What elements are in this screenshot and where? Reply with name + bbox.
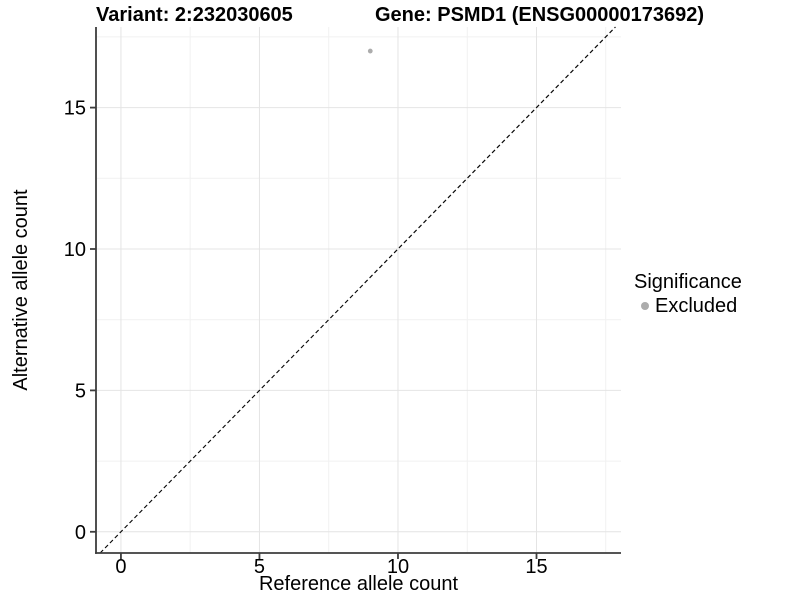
excluded-marker-icon (641, 302, 649, 310)
svg-text:15: 15 (64, 98, 86, 120)
svg-text:5: 5 (254, 556, 265, 578)
svg-text:10: 10 (64, 239, 86, 261)
x-axis-title: Reference allele count (258, 573, 458, 595)
svg-text:0: 0 (115, 556, 126, 578)
svg-text:15: 15 (525, 556, 547, 578)
gene-title: Gene: PSMD1 (ENSG00000173692) (375, 4, 705, 26)
legend-label-excluded: Excluded (655, 295, 738, 317)
variant-title: Variant: 2:232030605 (96, 4, 293, 26)
legend-item-excluded: Excluded (634, 295, 742, 317)
svg-text:5: 5 (75, 380, 86, 402)
svg-text:10: 10 (387, 556, 409, 578)
legend-title: Significance (634, 271, 742, 293)
svg-text:0: 0 (75, 522, 86, 544)
legend: Significance Excluded (634, 271, 742, 317)
